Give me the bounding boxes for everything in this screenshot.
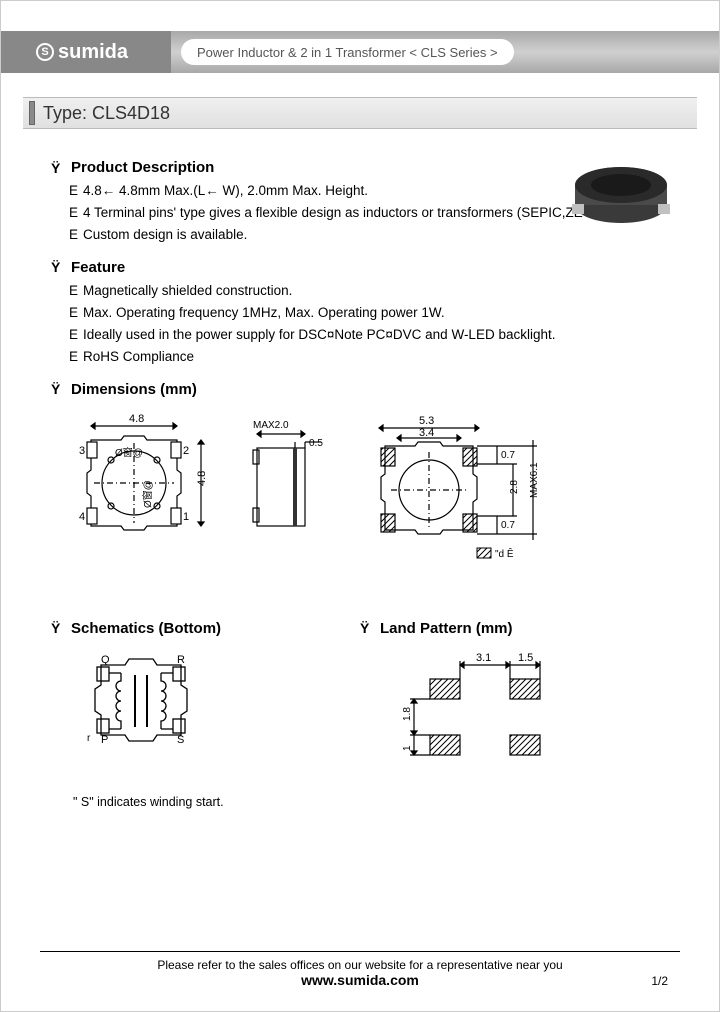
schematics-note: " S" indicates winding start. xyxy=(73,795,360,809)
brand-logo: S sumida xyxy=(1,31,171,73)
dim-label: 0.7 xyxy=(501,450,515,461)
terminal-label: P xyxy=(101,734,108,746)
section-bullet-icon: Ÿ xyxy=(360,620,374,636)
dim-label: 3.1 xyxy=(476,652,491,664)
terminal-label: S xyxy=(177,734,184,746)
brand-name: sumida xyxy=(58,41,128,64)
list-item: ERoHS Compliance xyxy=(69,348,669,366)
dim-label: 0.7 xyxy=(501,520,515,531)
terminal-label: Q xyxy=(101,654,110,666)
section-title: Product Description xyxy=(71,159,214,176)
section-bullet-icon: Ÿ xyxy=(51,259,65,275)
dim-label: MAX2.0 xyxy=(253,420,289,431)
dim-label: 5.3 xyxy=(419,415,434,427)
dimension-top-view: 4.8 4.8 3 2 4 1 Ø窗@ Ø窗@ xyxy=(59,408,229,578)
land-pattern-diagram: 3.1 1.5 1.8 1 xyxy=(370,643,590,783)
phi-label: Ø窗@ xyxy=(115,446,143,459)
section-bullet-icon: Ÿ xyxy=(51,381,65,397)
type-label: Type: CLS4D18 xyxy=(43,103,170,124)
type-bar-accent xyxy=(29,101,35,125)
pin-label: 2 xyxy=(183,445,189,457)
list-item: EIdeally used in the power supply for DS… xyxy=(69,326,669,344)
dim-label: 4.8 xyxy=(129,413,144,425)
legend-label: "d Ê xyxy=(495,547,514,560)
dim-label: 0.5 xyxy=(309,438,323,449)
pin-label: 3 xyxy=(79,445,85,457)
dim-label: 1 xyxy=(402,745,413,751)
dim-label: 3.4 xyxy=(419,427,434,439)
dim-label: 2.8 xyxy=(509,479,520,493)
pin-label: 1 xyxy=(183,511,189,523)
footer-text: Please refer to the sales offices on our… xyxy=(0,958,720,972)
section-bullet-icon: Ÿ xyxy=(51,620,65,636)
terminal-label: R xyxy=(177,654,185,666)
page-number: 1/2 xyxy=(651,974,668,988)
section-bullet-icon: Ÿ xyxy=(51,160,65,176)
section-feature: Ÿ Feature xyxy=(51,259,669,276)
section-schematics: Ÿ Schematics (Bottom) xyxy=(51,620,360,637)
section-title: Schematics (Bottom) xyxy=(71,620,221,637)
section-title: Dimensions (mm) xyxy=(71,381,197,398)
list-item: EMax. Operating frequency 1MHz, Max. Ope… xyxy=(69,304,669,322)
section-title: Feature xyxy=(71,259,125,276)
dim-label: 4.8 xyxy=(196,470,208,485)
section-land-pattern: Ÿ Land Pattern (mm) xyxy=(360,620,669,637)
brand-logo-icon: S xyxy=(36,43,54,61)
pin-label: 4 xyxy=(79,511,85,523)
product-image xyxy=(566,150,676,230)
section-title: Land Pattern (mm) xyxy=(380,620,513,637)
svg-text:r: r xyxy=(87,733,91,744)
list-item: EMagnetically shielded construction. xyxy=(69,282,669,300)
phi-label: Ø窗@ xyxy=(141,480,154,508)
dim-label: MAX6.1 xyxy=(529,462,540,498)
header-banner: S sumida Power Inductor & 2 in 1 Transfo… xyxy=(1,31,719,73)
header-series-pill: Power Inductor & 2 in 1 Transformer < CL… xyxy=(181,39,514,65)
dim-label: 1.5 xyxy=(518,652,533,664)
section-dimensions: Ÿ Dimensions (mm) xyxy=(51,381,669,398)
page-footer: Please refer to the sales offices on our… xyxy=(0,951,720,988)
dimensions-row: 4.8 4.8 3 2 4 1 Ø窗@ Ø窗@ xyxy=(59,408,669,588)
dimension-side-view: MAX2.0 0.5 xyxy=(243,408,343,578)
header-series-text: Power Inductor & 2 in 1 Transformer < CL… xyxy=(197,45,498,60)
type-bar: Type: CLS4D18 xyxy=(23,97,697,129)
dimension-bottom-view: 5.3 3.4 0.7 2.8 0.7 MAX6.1 "d Ê xyxy=(357,408,587,588)
schematics-diagram: Q R P S r xyxy=(71,643,251,783)
dim-label: 1.8 xyxy=(402,706,413,720)
feature-list: EMagnetically shielded construction. EMa… xyxy=(69,282,669,367)
footer-site: www.sumida.com xyxy=(0,972,720,988)
